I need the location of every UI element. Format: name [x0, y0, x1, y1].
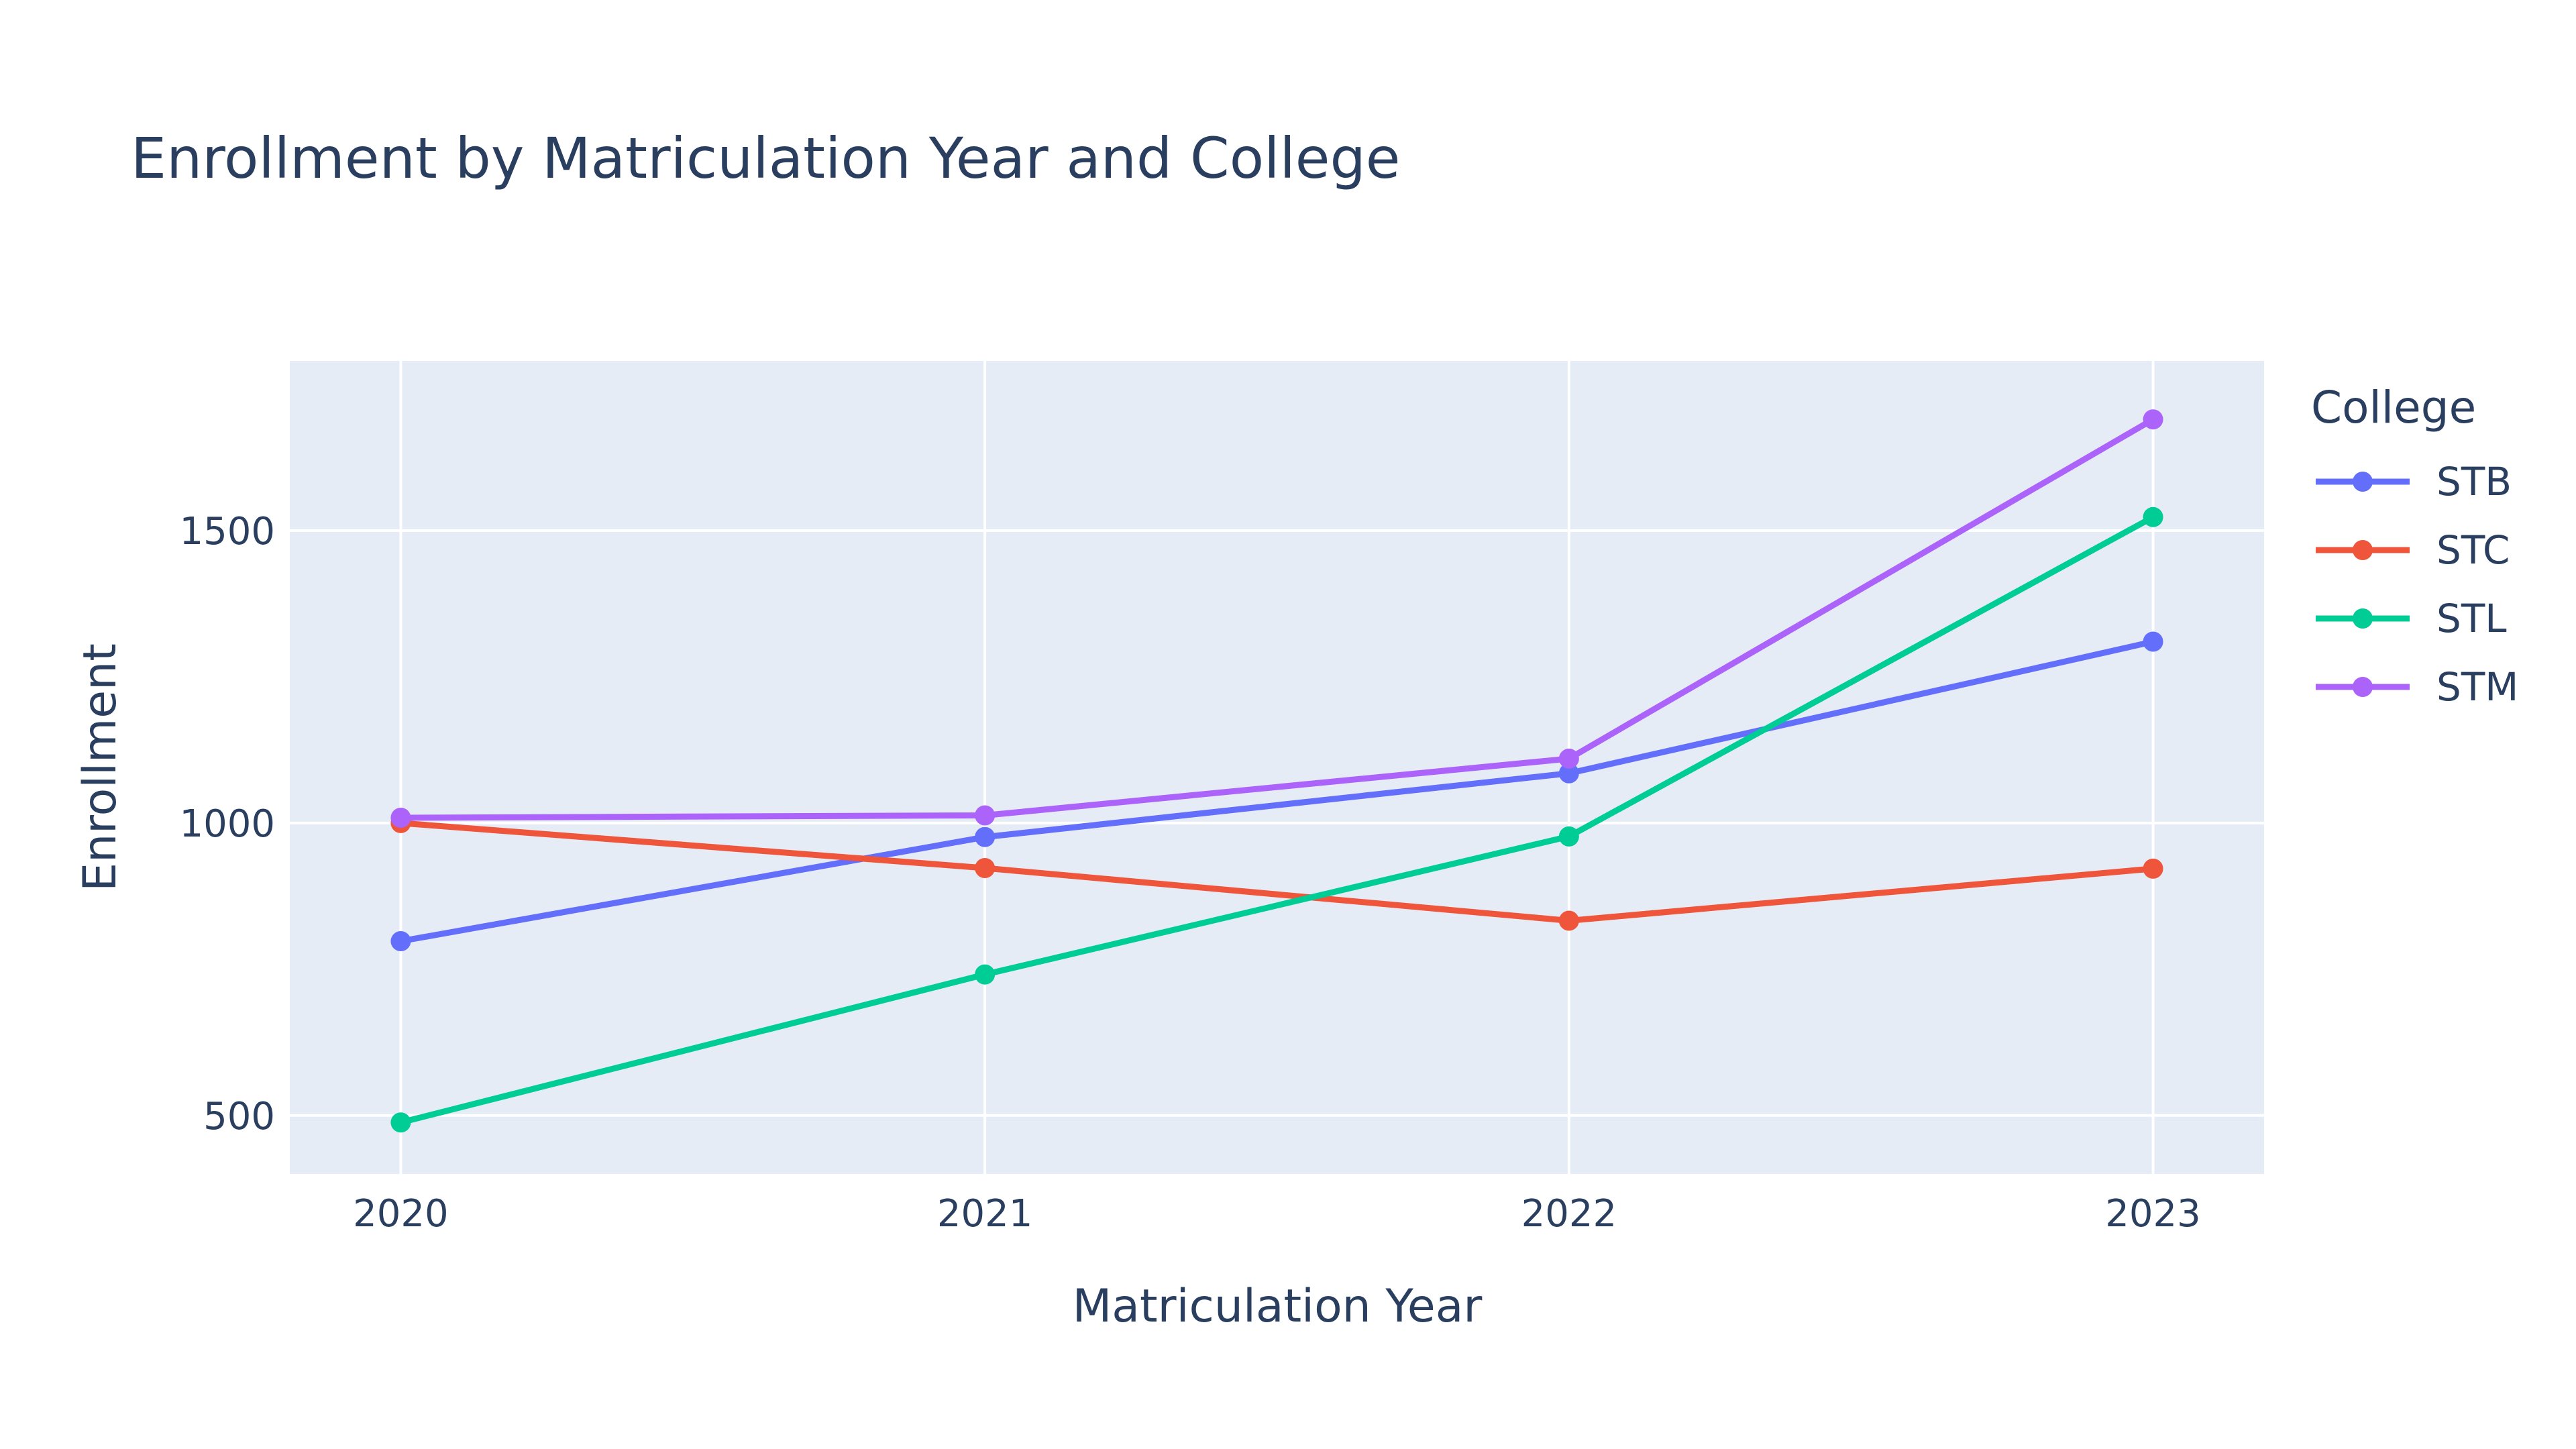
legend-swatch-marker — [2353, 540, 2373, 560]
data-point — [975, 826, 996, 847]
chart-title: Enrollment by Matriculation Year and Col… — [131, 125, 1400, 191]
legend-swatch-marker — [2353, 472, 2373, 492]
series-stl — [390, 506, 2163, 1133]
y-tick-label: 1000 — [179, 802, 275, 846]
y-tick-labels: 500 1000 1500 — [179, 510, 275, 1138]
data-point — [2143, 506, 2163, 527]
y-axis-title: Enrollment — [74, 643, 127, 892]
x-tick-label: 2021 — [937, 1192, 1033, 1236]
legend-item-stm[interactable]: STM — [2316, 664, 2518, 710]
x-tick-label: 2023 — [2105, 1192, 2201, 1236]
x-tick-labels: 2020 2021 2022 2023 — [353, 1192, 2201, 1236]
legend: College STB STC STL STM — [2311, 382, 2518, 710]
data-point — [2143, 631, 2163, 652]
legend-label: STM — [2436, 664, 2518, 710]
data-point — [390, 1112, 411, 1133]
data-point — [975, 857, 996, 878]
legend-item-stl[interactable]: STL — [2316, 596, 2507, 641]
legend-item-stb[interactable]: STB — [2316, 459, 2512, 504]
data-point — [1558, 910, 1579, 931]
legend-label: STL — [2436, 596, 2507, 641]
legend-swatch-marker — [2353, 608, 2373, 629]
data-point — [390, 930, 411, 951]
data-point — [390, 807, 411, 828]
series-line — [397, 639, 2157, 945]
data-point — [2143, 409, 2163, 430]
x-tick-label: 2020 — [353, 1192, 449, 1236]
y-tick-label: 1500 — [179, 510, 275, 553]
series-stb — [390, 631, 2163, 951]
series-layer — [390, 409, 2163, 1133]
data-point — [975, 964, 996, 985]
series-line — [397, 416, 2157, 821]
legend-title: College — [2311, 382, 2476, 433]
legend-label: STB — [2436, 459, 2512, 504]
data-point — [1558, 748, 1579, 769]
gridlines — [290, 361, 2264, 1174]
data-point — [1558, 763, 1579, 784]
plot-area — [290, 361, 2264, 1174]
legend-label: STC — [2436, 527, 2510, 573]
y-tick-label: 500 — [203, 1095, 275, 1138]
x-axis-title: Matriculation Year — [1073, 1280, 1483, 1333]
legend-item-stc[interactable]: STC — [2316, 527, 2510, 573]
data-point — [2143, 858, 2163, 879]
series-line — [397, 820, 2157, 924]
series-stm — [390, 409, 2163, 828]
legend-swatch-marker — [2353, 677, 2373, 697]
x-tick-label: 2022 — [1521, 1192, 1617, 1236]
data-point — [1558, 826, 1579, 847]
data-point — [975, 805, 996, 826]
series-line — [397, 514, 2157, 1126]
